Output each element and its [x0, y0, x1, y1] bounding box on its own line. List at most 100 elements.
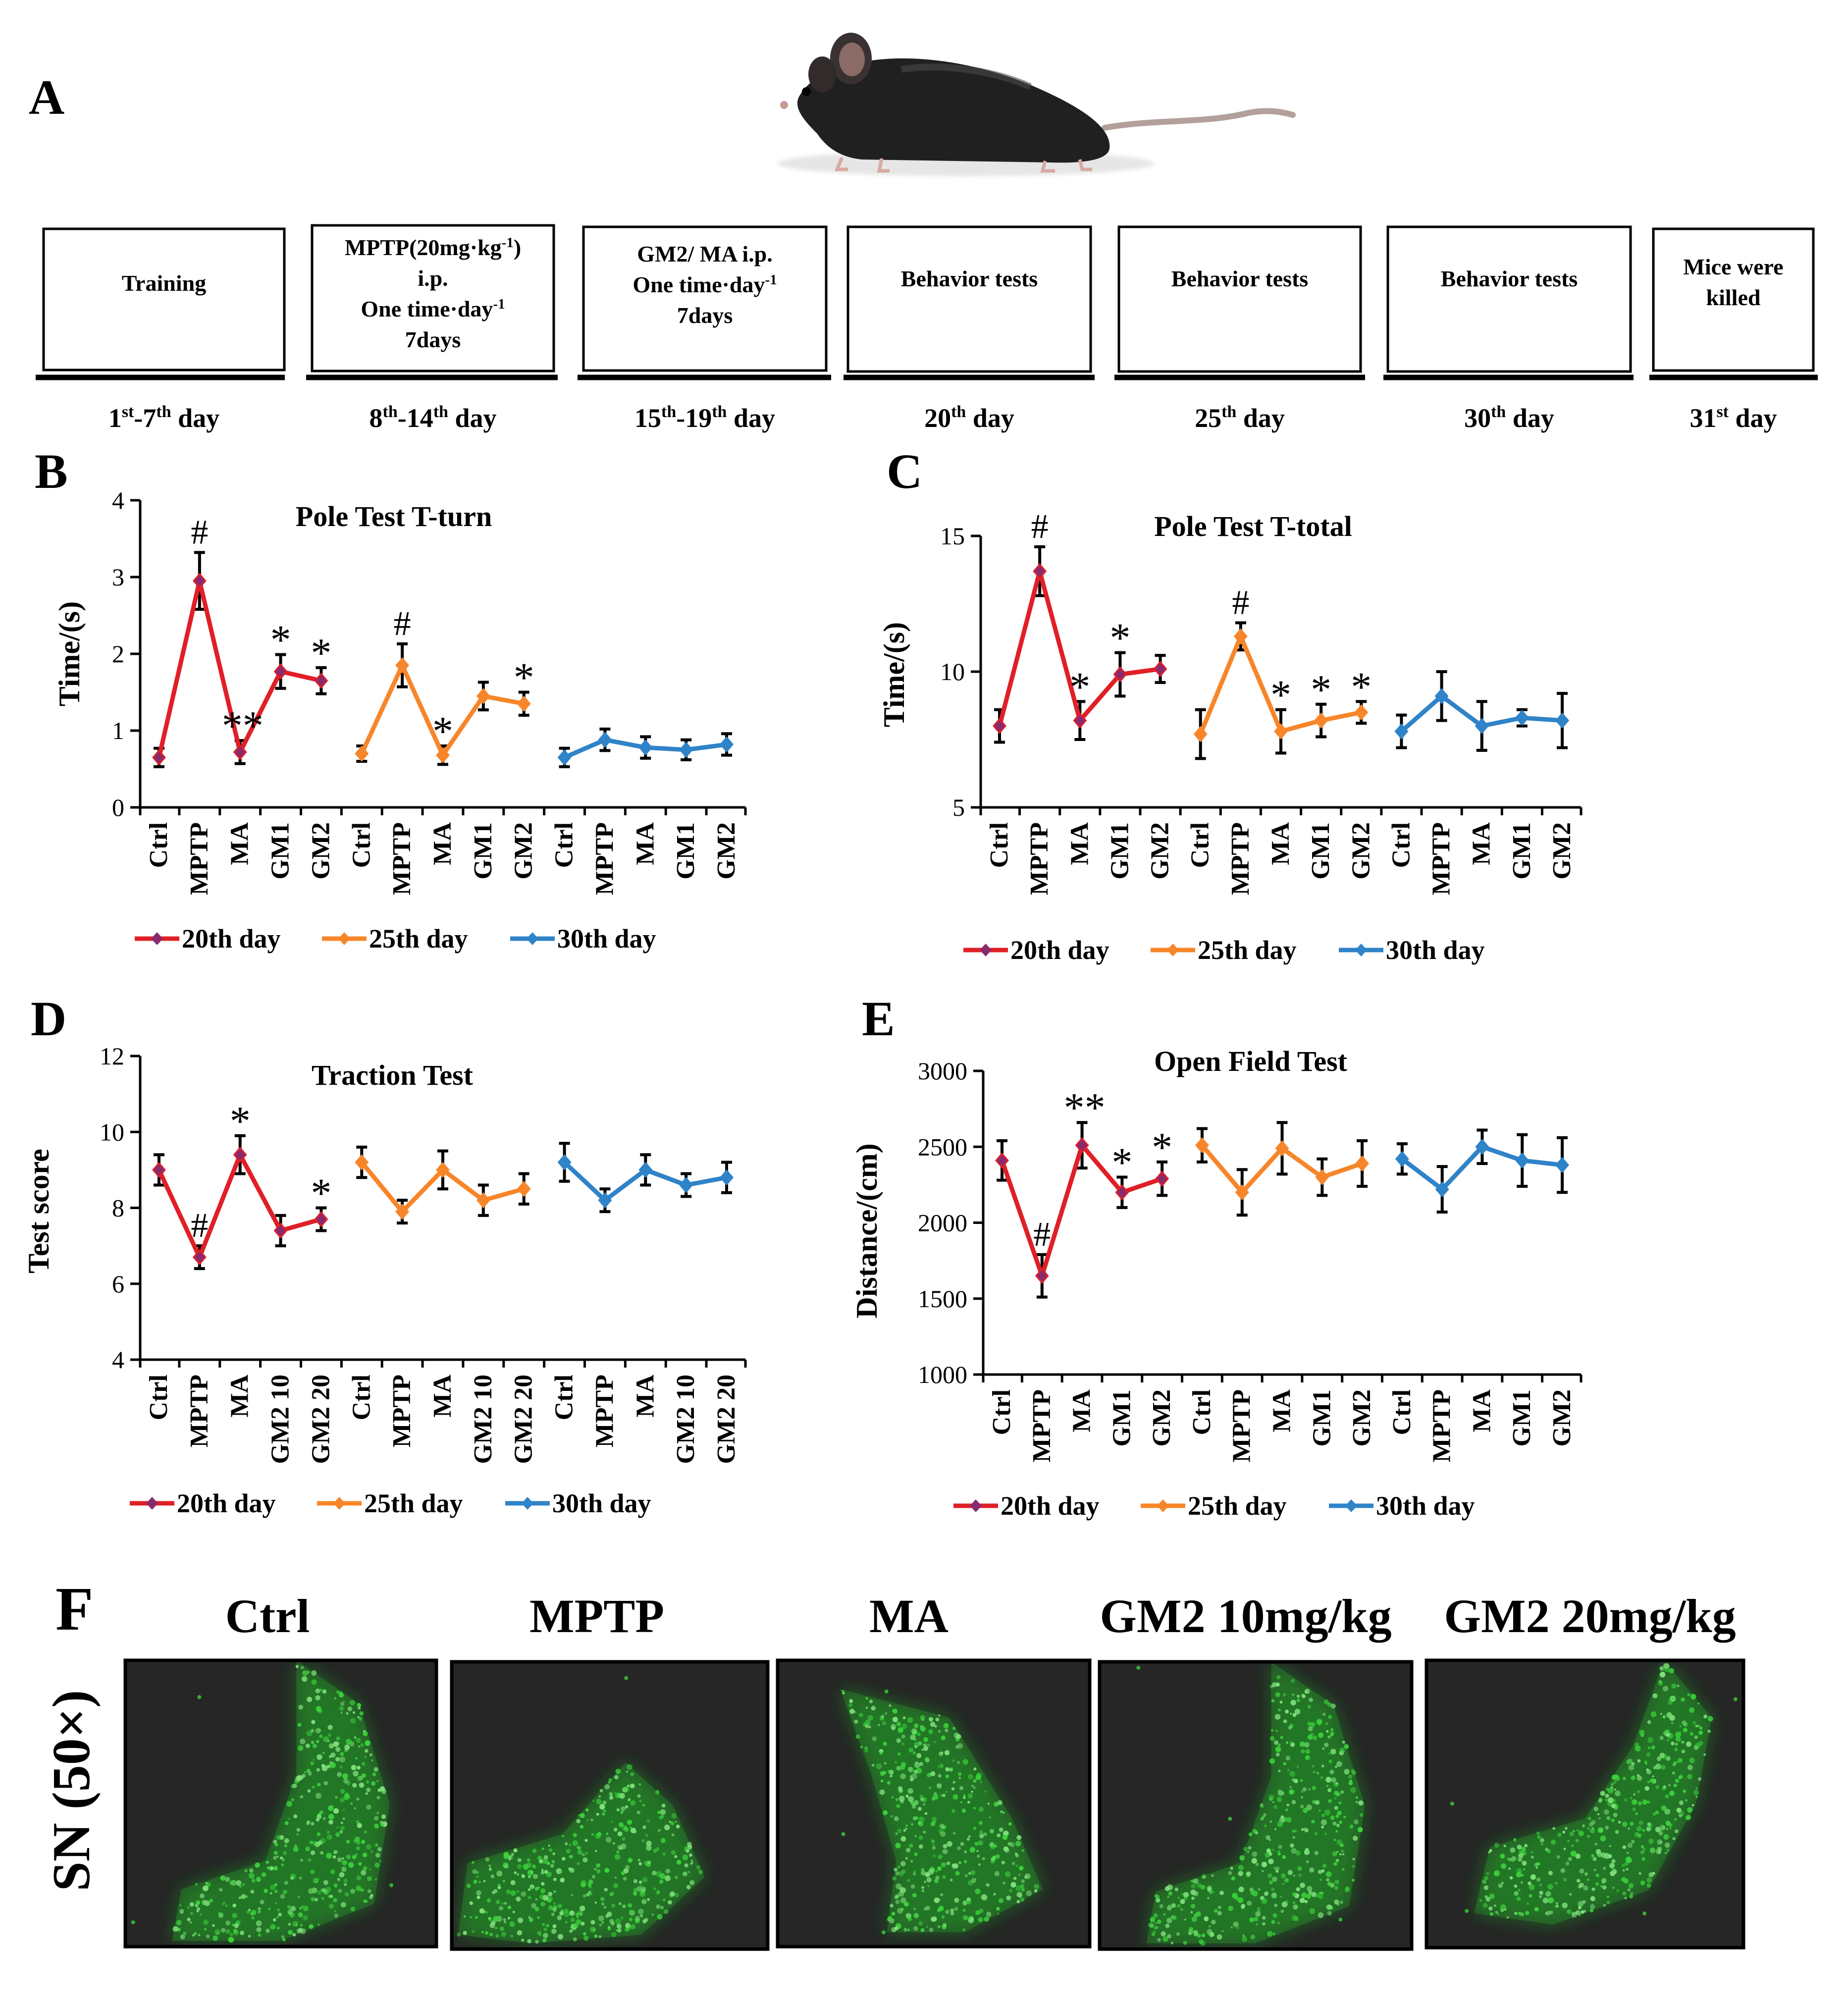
timeline-box	[1386, 225, 1632, 373]
data-point	[1275, 1140, 1289, 1157]
legend: 20th day 25th day 30th day	[130, 1488, 651, 1518]
data-point	[995, 1152, 1009, 1169]
data-point	[1475, 1138, 1489, 1155]
series-2: # * *	[355, 605, 534, 766]
x-category-label: GM1	[469, 822, 497, 880]
data-point	[1035, 1268, 1049, 1284]
data-point	[192, 573, 207, 589]
mouse-illustration	[778, 33, 1296, 176]
chart-b: Pole Test T-turn Time/(s) 0 1 2 3 4 Ctrl MPTP MA G…	[53, 486, 747, 954]
x-category-label: MPTP	[1226, 822, 1255, 895]
timeline-step-6: Behavior tests 30th​ day	[1383, 225, 1634, 433]
y-tick-label: 2000	[918, 1209, 967, 1237]
x-category-label: GM2 20	[307, 1375, 335, 1464]
data-point	[679, 742, 693, 758]
data-point	[233, 1146, 247, 1163]
panel-label-d: D	[31, 991, 66, 1046]
chart-d: Traction Test Test score 4 6 8 10 12 Ctrl MPTP MA…	[22, 1042, 747, 1518]
x-category-label: MPTP	[590, 822, 619, 895]
x-category-label: GM1	[672, 822, 700, 880]
x-category-label: Ctrl	[1188, 1389, 1216, 1435]
x-category-label: MPTP	[1228, 1389, 1256, 1462]
x-category-label: Ctrl	[1388, 1389, 1416, 1435]
timeline-step-3: GM2/ MA i.p. One time·day-1​ 7days 15th​-19…	[578, 225, 831, 433]
micrograph-title: MA	[869, 1589, 949, 1642]
data-point	[152, 1162, 166, 1178]
y-tick-label: 4	[112, 1346, 124, 1374]
x-category-label: Ctrl	[347, 822, 375, 868]
significance-mark: *	[1069, 664, 1090, 710]
x-category-label: Ctrl	[145, 1375, 173, 1420]
x-category-label: MA	[226, 1375, 254, 1418]
significance-mark: *	[1270, 672, 1291, 718]
y-tick-label: 1500	[918, 1285, 967, 1313]
data-point	[314, 672, 328, 689]
significance-mark: *	[1109, 615, 1130, 661]
legend-label: 20th day	[182, 924, 281, 954]
legend-label: 20th day	[1001, 1491, 1100, 1521]
x-category-label: Ctrl	[550, 822, 579, 868]
timeline-step-2: MPTP(20mg·kg-1​) i.p. One time·day-1​ 7days…	[306, 224, 558, 433]
legend-item: 30th day	[505, 1488, 651, 1518]
data-point	[1555, 1157, 1569, 1173]
x-category-label: MA	[226, 822, 254, 865]
x-category-label: GM2	[1146, 822, 1174, 880]
significance-mark: *	[230, 1098, 251, 1144]
y-axis-label: Distance/(cm)	[850, 1143, 883, 1318]
timeline-step-5: Behavior tests 25th​ day	[1114, 225, 1365, 433]
data-point	[1233, 628, 1248, 645]
data-point	[1153, 661, 1167, 677]
data-point	[1434, 688, 1449, 704]
data-point	[679, 1177, 693, 1193]
series-3	[557, 1142, 734, 1214]
x-category-label: GM2 20	[510, 1375, 538, 1464]
data-point	[395, 1203, 410, 1220]
data-point	[1515, 1152, 1530, 1169]
y-tick-label: 1	[112, 717, 124, 744]
significance-mark: *	[1152, 1124, 1172, 1170]
x-category-label: GM2	[1347, 822, 1375, 880]
micrograph-title: MPTP	[529, 1589, 664, 1642]
chart-e: Open Field Test Distance/(cm) 1000 1500 2000…	[850, 1045, 1583, 1521]
timeline-step-7: Mice were killed 31st​ day	[1649, 227, 1818, 433]
x-category-label: Ctrl	[988, 1389, 1016, 1435]
panel-label-a: A	[29, 70, 64, 125]
y-axis-label: Time/(s)	[878, 622, 910, 727]
significance-mark: **	[1064, 1085, 1106, 1131]
timeline-box-text: Behavior tests	[1441, 266, 1578, 291]
x-category-label: GM1	[1308, 1389, 1336, 1447]
series-2	[355, 1145, 531, 1225]
timeline-day-label: 30th​ day	[1464, 403, 1554, 433]
timeline-box	[846, 225, 1092, 373]
x-category-label: GM2	[1548, 822, 1576, 880]
y-axis-label: Time/(s)	[53, 601, 86, 706]
data-point	[1355, 1155, 1370, 1172]
y-tick-label: 12	[100, 1042, 124, 1070]
legend-label: 25th day	[364, 1488, 463, 1518]
data-point	[1354, 704, 1369, 721]
timeline-box-text: 7days	[677, 303, 733, 328]
data-point	[1555, 712, 1569, 729]
data-point	[152, 749, 166, 766]
panel-f-micrographs: Ctrl MPTP MA GM2 10mg/kg GM2 20mg/kg SN (50×)	[42, 1589, 1745, 1951]
y-tick-label: 0	[112, 794, 124, 821]
x-category-label: MA	[1068, 1389, 1096, 1432]
timeline-box	[42, 227, 286, 371]
legend-item: 25th day	[317, 1488, 463, 1518]
micrograph-title: Ctrl	[225, 1589, 310, 1642]
legend-label: 30th day	[1376, 1491, 1475, 1521]
x-category-label: MPTP	[185, 1375, 213, 1447]
data-point	[1395, 1151, 1409, 1167]
y-tick-label: 10	[100, 1118, 124, 1146]
legend-item: 30th day	[1329, 1491, 1475, 1521]
data-point	[1073, 712, 1087, 729]
legend-label: 30th day	[557, 924, 656, 954]
x-category-label: MA	[1065, 822, 1094, 865]
legend-item: 20th day	[130, 1488, 276, 1518]
data-point	[993, 718, 1006, 734]
significance-mark: #	[1232, 583, 1249, 622]
timeline-box-text: Behavior tests	[1171, 266, 1308, 291]
data-point	[557, 749, 572, 766]
significance-mark: *	[1111, 1140, 1132, 1186]
